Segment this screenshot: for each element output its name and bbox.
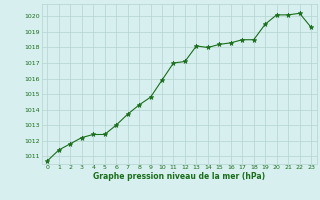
X-axis label: Graphe pression niveau de la mer (hPa): Graphe pression niveau de la mer (hPa) (93, 172, 265, 181)
